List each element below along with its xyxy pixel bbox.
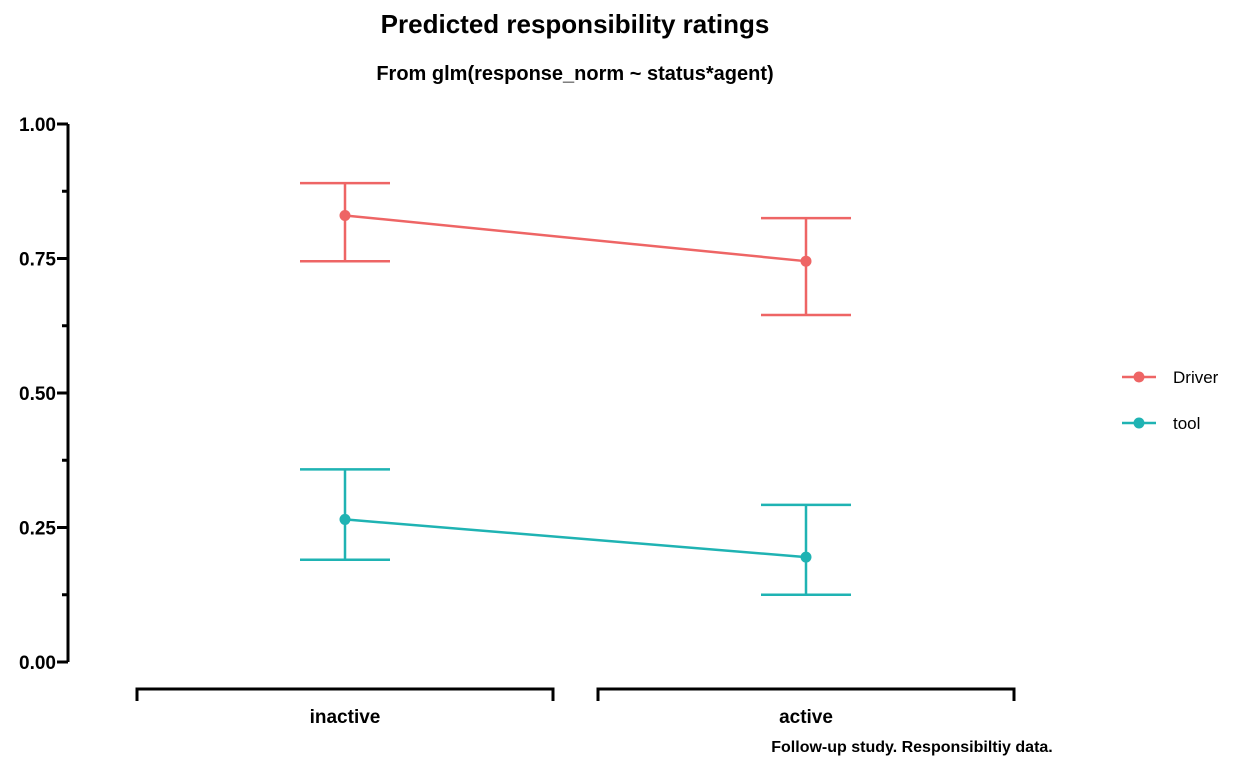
y-axis: 0.00 0.25 0.50 0.75 1.00 [19,115,70,674]
y-tick-label: 0.50 [19,384,56,405]
legend-label: Driver [1173,368,1219,387]
x-category-bracket [596,687,1016,701]
chart-caption: Follow-up study. Responsibiltiy data. [771,739,1053,756]
series-line [344,518,807,559]
error-bar [761,503,851,596]
y-tick-label: 0.25 [19,519,56,540]
data-point [339,513,351,525]
series-layer [300,181,851,596]
data-point [800,255,812,267]
error-bar [300,181,390,263]
chart-subtitle: From glm(response_norm ~ status*agent) [376,63,773,85]
chart-title: Predicted responsibility ratings [381,9,770,39]
x-category-bracket [135,687,555,701]
data-point [339,209,351,221]
y-tick-label: 0.00 [19,653,56,674]
x-tick-label: inactive [310,707,381,728]
series-tool [300,468,851,596]
y-tick-label: 0.75 [19,250,56,271]
legend: Driver tool [1122,368,1219,433]
x-axis: inactive active [135,687,1016,728]
legend-item-tool: tool [1122,414,1200,433]
legend-key-point [1133,417,1145,429]
y-tick-label: 1.00 [19,115,56,136]
data-point [800,551,812,563]
legend-key-point [1133,371,1145,383]
series-line [344,214,807,263]
legend-label: tool [1173,414,1200,433]
series-driver [300,181,851,317]
legend-item-driver: Driver [1122,368,1219,387]
x-tick-label: active [779,707,833,728]
